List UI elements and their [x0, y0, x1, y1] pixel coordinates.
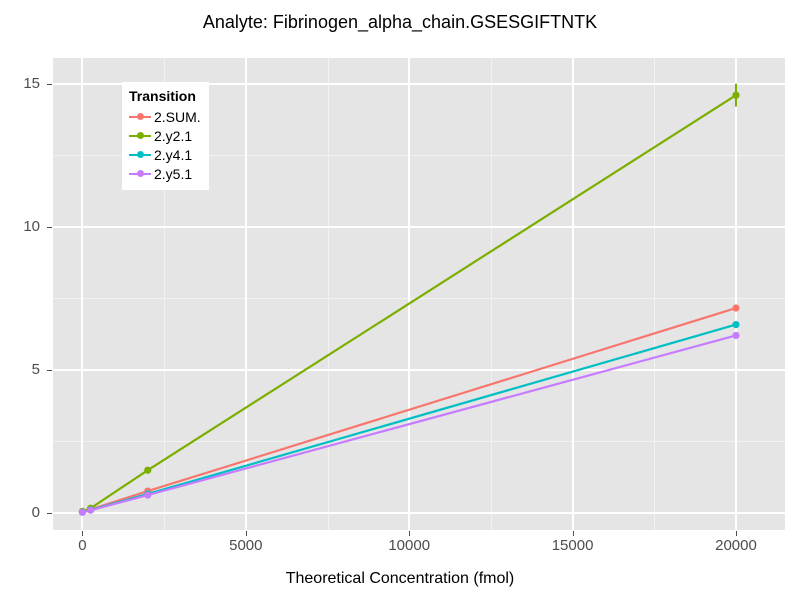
data-point: [732, 331, 740, 340]
data-point: [732, 91, 740, 99]
series-2-sum: [78, 304, 740, 516]
gridline-major-vertical: [244, 58, 247, 530]
x-tick-mark: [82, 531, 84, 536]
data-layer: [78, 83, 740, 516]
legend-item-label: 2.y5.1: [154, 165, 193, 182]
data-point: [144, 491, 152, 499]
series-2-y5-1: [78, 331, 740, 516]
series-line: [82, 323, 737, 514]
x-tick-mark: [409, 531, 411, 536]
series-line: [82, 94, 737, 513]
x-axis-label: Theoretical Concentration (fmol): [285, 570, 515, 587]
legend-key-icon: [129, 145, 151, 164]
x-tick-mark: [245, 531, 247, 536]
data-point: [732, 304, 740, 312]
legend-item-2-sum[interactable]: 2.SUM.: [129, 107, 201, 126]
x-tick-label: 0: [78, 537, 87, 554]
gridline-minor-vertical: [327, 58, 329, 530]
legend-key-icon: [129, 164, 151, 183]
gridline-major-horizontal: [53, 368, 785, 371]
legend-key-icon: [129, 107, 151, 126]
page-title: Analyte: Fibrinogen_alpha_chain.GSESGIFT…: [202, 12, 598, 32]
legend-item-2-y4-1[interactable]: 2.y4.1: [129, 145, 201, 164]
legend-item-label: 2.y4.1: [154, 146, 193, 163]
gridline-minor-horizontal: [53, 298, 785, 300]
legend-title: Transition: [129, 88, 196, 104]
x-tick-label: 20000: [715, 537, 757, 554]
y-tick-label: 15: [23, 74, 40, 92]
legend-key-icon: [129, 126, 151, 145]
data-point: [144, 466, 152, 474]
data-point: [732, 321, 740, 329]
y-tick-label: 10: [23, 217, 40, 235]
gridline-minor-vertical: [654, 58, 656, 530]
data-point: [86, 506, 95, 514]
x-tick-label: 10000: [388, 537, 431, 554]
y-tick-mark: [47, 83, 52, 85]
gridline-major-horizontal: [53, 225, 785, 228]
series-line: [82, 334, 737, 514]
legend[interactable]: Transition 2.SUM. 2.y2.1 2.y4.1 2.y5.1: [122, 82, 209, 190]
legend-item-2-y5-1[interactable]: 2.y5.1: [129, 164, 201, 183]
x-tick-mark: [735, 531, 737, 536]
gridline-minor-vertical: [490, 58, 492, 530]
plot-panel: [53, 58, 785, 530]
series-line: [82, 306, 737, 514]
y-tick-label: 5: [31, 360, 40, 378]
gridline-major-horizontal: [53, 511, 785, 514]
y-tick-label: 0: [31, 503, 40, 521]
gridline-minor-horizontal: [53, 155, 785, 157]
gridline-major-horizontal: [53, 82, 785, 85]
legend-item-2-y2-1[interactable]: 2.y2.1: [129, 126, 201, 145]
legend-items: 2.SUM. 2.y2.1 2.y4.1 2.y5.1: [129, 107, 201, 183]
gridline-major-vertical: [734, 58, 737, 530]
y-tick-mark: [47, 226, 52, 228]
gridline-minor-vertical: [164, 58, 166, 530]
x-tick-label: 15000: [551, 537, 594, 554]
y-tick-mark: [47, 512, 52, 514]
gridline-major-vertical: [408, 58, 411, 530]
x-tick-label: 5000: [229, 537, 263, 554]
gridline-minor-horizontal: [53, 441, 785, 443]
y-tick-mark: [47, 369, 52, 371]
gridline-major-vertical: [571, 58, 574, 530]
legend-item-label: 2.SUM.: [154, 108, 201, 125]
x-tick-mark: [572, 531, 574, 536]
legend-item-label: 2.y2.1: [154, 127, 193, 144]
gridline-major-vertical: [81, 58, 84, 530]
data-point: [78, 508, 87, 516]
